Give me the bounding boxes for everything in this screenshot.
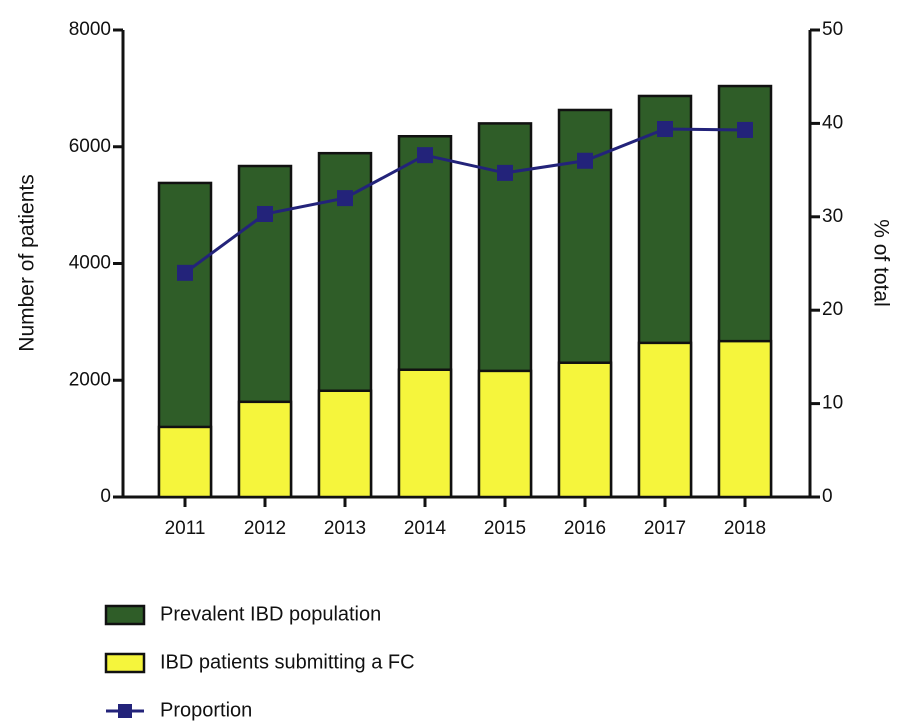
x-tick-label: 2011 — [165, 518, 206, 539]
y-tick-label: 8000 — [69, 19, 111, 40]
marker — [337, 190, 353, 207]
bar — [477, 369, 533, 499]
bar — [717, 339, 773, 499]
marker — [577, 152, 593, 169]
legend-label: Prevalent IBD population — [160, 603, 381, 625]
y2-tick-label: 0 — [822, 486, 833, 507]
legend-swatch — [104, 604, 146, 626]
bar — [637, 341, 693, 499]
marker — [497, 164, 513, 181]
legend-swatch — [118, 704, 132, 718]
marker — [737, 121, 753, 138]
x-tick-label: 2015 — [484, 518, 526, 539]
y-axis-label: Number of patients — [16, 174, 39, 351]
marker — [657, 121, 673, 138]
y2-tick-label: 10 — [822, 393, 843, 414]
y-tick-label: 4000 — [69, 253, 111, 274]
y2-tick-label: 30 — [822, 206, 843, 227]
y-tick-label: 6000 — [69, 136, 111, 157]
marker — [417, 147, 433, 164]
x-tick-label: 2013 — [324, 518, 366, 539]
y-tick-label: 2000 — [69, 369, 111, 390]
x-tick-label: 2014 — [404, 518, 447, 539]
bar — [557, 361, 613, 499]
y2-tick-label: 20 — [822, 299, 843, 320]
y-tick-label: 0 — [100, 486, 111, 507]
y2-axis-label: % of total — [869, 219, 892, 307]
line — [184, 127, 746, 275]
bar — [237, 400, 293, 499]
legend-swatch — [104, 652, 146, 674]
marker — [257, 205, 273, 222]
marker — [177, 264, 193, 281]
legend-label: Proportion — [160, 699, 252, 721]
bar — [157, 425, 213, 499]
y2-tick-label: 50 — [822, 19, 843, 40]
x-tick-label: 2017 — [644, 518, 686, 539]
x-tick-label: 2016 — [564, 518, 606, 539]
y2-tick-label: 40 — [822, 112, 843, 133]
bar — [317, 389, 373, 499]
bar — [397, 368, 453, 499]
legend-label: IBD patients submitting a FC — [160, 651, 415, 673]
x-tick-label: 2012 — [244, 518, 286, 539]
x-tick-label: 2018 — [724, 518, 766, 539]
